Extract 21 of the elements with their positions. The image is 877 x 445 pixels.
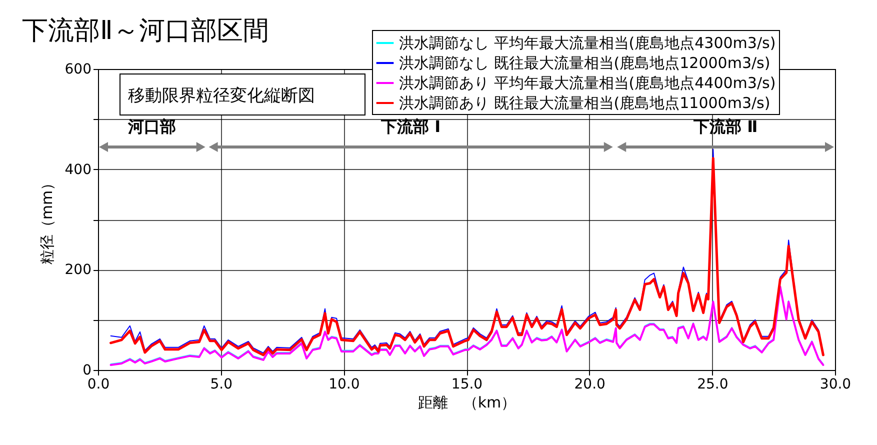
x-tick-label: 5.0: [210, 376, 232, 392]
x-tick-label: 30.0: [820, 376, 852, 392]
legend-label: 洪水調節あり 既往最大流量相当(鹿島地点11000m3/s): [399, 94, 770, 112]
x-axis-title: 距離 （km）: [418, 394, 516, 412]
y-tick-label: 400: [64, 162, 92, 178]
legend-label: 洪水調節なし 既往最大流量相当(鹿島地点12000m3/s): [399, 54, 770, 72]
y-tick-label: 200: [64, 262, 92, 278]
x-tick-label: 0.0: [87, 376, 110, 392]
y-tick-label: 0: [82, 362, 92, 378]
y-tick-label: 600: [64, 62, 92, 78]
x-tick-label: 20.0: [574, 376, 606, 392]
x-tick-label: 10.0: [328, 376, 360, 392]
chart-title: 下流部Ⅱ～河口部区間: [22, 16, 269, 46]
x-tick-label: 15.0: [451, 376, 483, 392]
legend-label: 洪水調節なし 平均年最大流量相当(鹿島地点4300m3/s): [399, 34, 776, 52]
annotation: 河口部: [127, 117, 176, 136]
x-tick-label: 25.0: [697, 376, 728, 392]
text: 移動限界粒径変化縦断図: [128, 86, 315, 106]
y-axis-title: 粒径（mm）: [38, 175, 56, 265]
annotation: 下流部 Ⅰ: [380, 117, 441, 136]
legend-label: 洪水調節あり 平均年最大流量相当(鹿島地点4400m3/s): [399, 74, 776, 92]
